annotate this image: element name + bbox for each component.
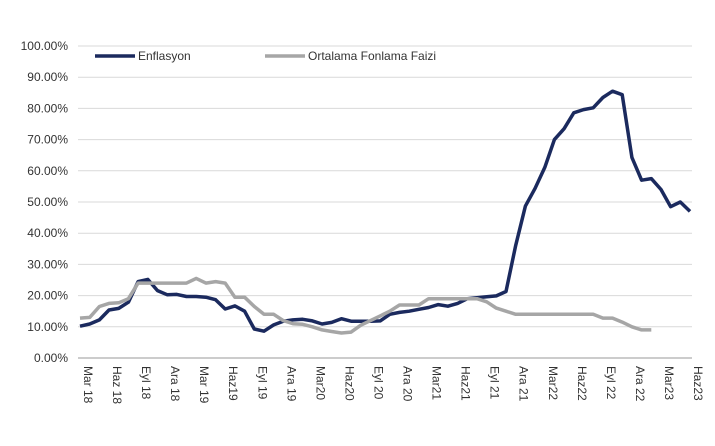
x-tick-label: Haz21 <box>459 366 473 401</box>
x-tick-label: Mar23 <box>662 366 676 400</box>
x-tick-label: Ara 20 <box>401 366 415 402</box>
x-tick-label: Eyl 19 <box>255 366 269 400</box>
y-tick-label: 80.00% <box>27 101 68 115</box>
x-tick-label: Mar20 <box>313 366 327 400</box>
x-tick-label: Haz22 <box>575 366 589 401</box>
x-tick-label: Mar22 <box>546 366 560 400</box>
x-tick-label: Haz23 <box>691 366 705 401</box>
y-tick-label: 40.00% <box>27 226 68 240</box>
x-tick-label: Ara 22 <box>633 366 647 402</box>
x-tick-label: Ara 19 <box>284 366 298 402</box>
x-tick-label: Eyl 21 <box>488 366 502 400</box>
x-tick-label: Ara 18 <box>168 366 182 402</box>
y-tick-label: 50.00% <box>27 195 68 209</box>
x-tick-label: Mar21 <box>430 366 444 400</box>
y-tick-label: 100.00% <box>21 39 69 53</box>
legend-label: Enflasyon <box>138 49 191 63</box>
y-tick-label: 20.00% <box>27 289 68 303</box>
y-tick-label: 60.00% <box>27 164 68 178</box>
x-tick-label: Mar 19 <box>197 366 211 404</box>
y-tick-label: 0.00% <box>34 351 68 365</box>
x-tick-label: Haz 18 <box>110 366 124 404</box>
x-tick-label: Haz20 <box>342 366 356 401</box>
y-tick-label: 10.00% <box>27 320 68 334</box>
x-tick-label: Ara 21 <box>517 366 531 402</box>
x-tick-label: Mar 18 <box>81 366 95 404</box>
x-tick-label: Eyl 20 <box>371 366 385 400</box>
y-tick-label: 70.00% <box>27 133 68 147</box>
line-series <box>79 89 692 333</box>
x-tick-label: Haz19 <box>226 366 240 401</box>
x-tick-label: Eyl 18 <box>139 366 153 400</box>
line-series <box>79 276 652 335</box>
y-tick-label: 30.00% <box>27 257 68 271</box>
legend-label: Ortalama Fonlama Faizi <box>308 49 436 63</box>
y-tick-label: 90.00% <box>27 70 68 84</box>
x-tick-label: Eyl 22 <box>604 366 618 400</box>
